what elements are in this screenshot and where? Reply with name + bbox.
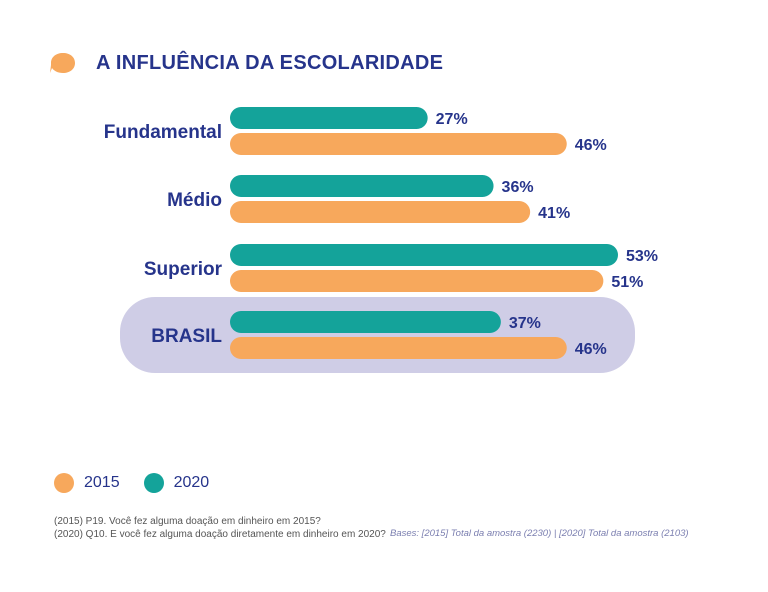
question-notes: (2015) P19. Você fez alguma doação em di… bbox=[54, 515, 386, 541]
legend-swatch-2020 bbox=[143, 473, 164, 493]
value-label-2020-brasil: 37% bbox=[509, 315, 541, 332]
note-2020: (2020) Q10. E você fez alguma doação dir… bbox=[54, 529, 386, 540]
bar-2015-fundamental bbox=[230, 133, 567, 155]
legend-swatch-2015 bbox=[54, 473, 74, 493]
bar-2020-brasil bbox=[230, 311, 501, 333]
value-label-2020-superior: 53% bbox=[626, 248, 658, 265]
bar-2020-superior bbox=[230, 244, 618, 266]
legend-label-2020: 2020 bbox=[173, 474, 210, 491]
chart-title-row: A INFLUÊNCIA DA ESCOLARIDADE bbox=[50, 48, 443, 78]
bar-2015-superior bbox=[230, 270, 604, 292]
bar-chart: Fundamental 27% 46% Médio 36%41% Superior 53% 5… bbox=[104, 107, 658, 373]
category-label-fundamental: Fundamental bbox=[104, 122, 222, 143]
legend-label-2015: 2015 bbox=[84, 474, 120, 491]
legend-item-2015: 2015 bbox=[54, 473, 120, 493]
chart-title: A INFLUÊNCIA DA ESCOLARIDADE bbox=[96, 51, 444, 74]
speech-bubble-icon bbox=[50, 53, 75, 73]
category-label-médio: Médio bbox=[167, 190, 222, 211]
value-label-2020-fundamental: 27% bbox=[436, 111, 468, 128]
legend-item-2020: 2020 bbox=[143, 473, 210, 493]
legend: 2015 2020 bbox=[54, 473, 233, 493]
bar-2015-médio bbox=[230, 201, 531, 223]
category-label-superior: Superior bbox=[144, 259, 223, 280]
value-label-2015-brasil: 46% bbox=[575, 341, 607, 358]
note-2015: (2015) P19. Você fez alguma doação em di… bbox=[54, 516, 321, 527]
bar-2015-brasil bbox=[230, 337, 567, 359]
value-label-2015-médio: 41% bbox=[538, 205, 570, 222]
sample-bases: Bases: [2015] Total da amostra (2230) | … bbox=[390, 528, 689, 539]
value-label-2020-médio: 36% bbox=[502, 179, 534, 196]
value-label-2015-superior: 51% bbox=[611, 274, 643, 291]
value-label-2015-fundamental: 46% bbox=[575, 137, 607, 154]
bar-2020-médio bbox=[230, 175, 494, 197]
bar-2020-fundamental bbox=[230, 107, 428, 129]
category-label-brasil: BRASIL bbox=[151, 326, 222, 347]
